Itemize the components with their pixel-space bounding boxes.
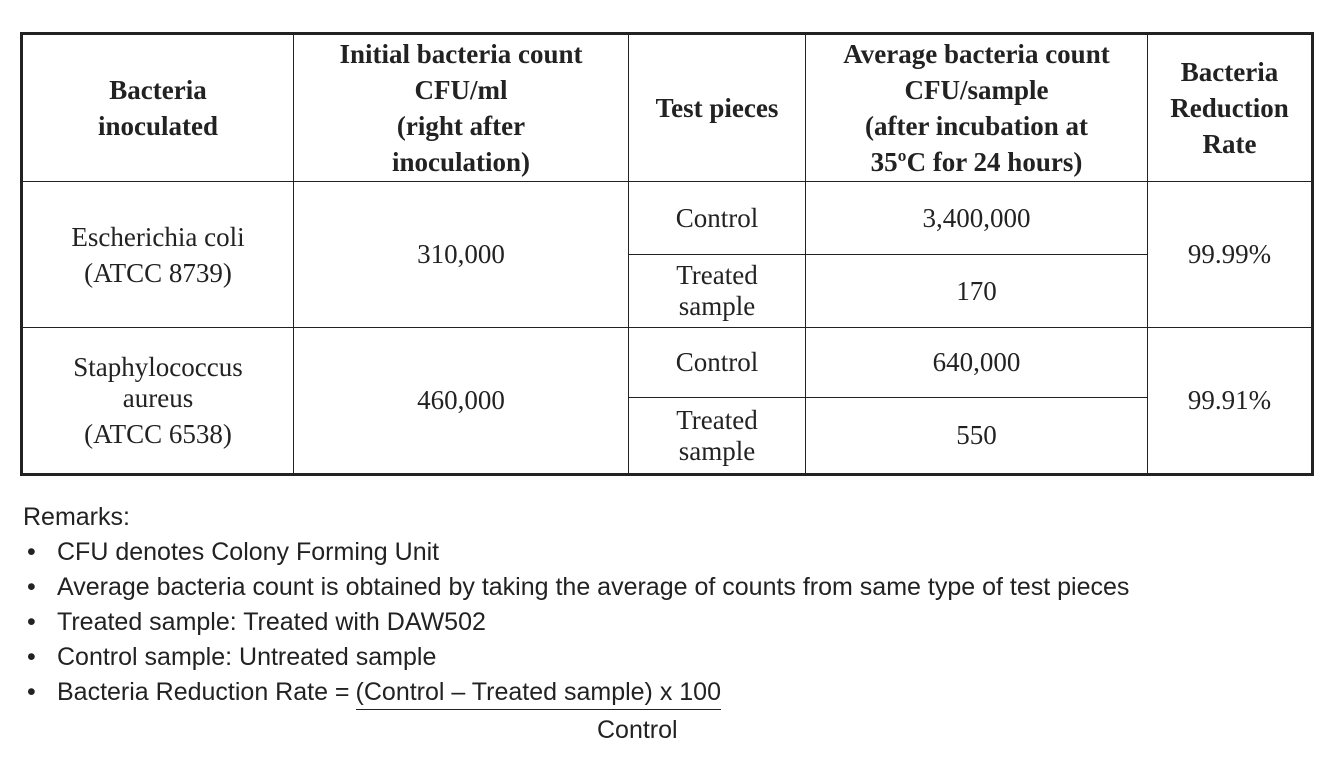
organism: aureus: [122, 382, 194, 413]
formula-label: Bacteria Reduction Rate =: [57, 678, 350, 706]
header-text: Rate: [1202, 129, 1257, 159]
header-cell: Bacteria inoculated: [21, 33, 294, 182]
remark-item: • Control sample: Untreated sample: [23, 640, 436, 675]
header-cell: Test pieces: [628, 33, 806, 182]
reduction-rate: 99.91%: [1147, 327, 1313, 475]
remark-item: • Average bacteria count is obtained by t…: [23, 570, 1129, 605]
remark-item: • CFU denotes Colony Forming Unit: [23, 535, 439, 570]
header-text: Reduction: [1170, 93, 1289, 123]
header-text: inoculation): [391, 147, 531, 177]
remark-text: CFU denotes Colony Forming Unit: [57, 538, 440, 566]
test-piece: Treated sample: [628, 397, 806, 475]
header-row: Bacteria inoculated Initial bacteria coun…: [21, 33, 1313, 182]
average-count: 550: [805, 397, 1148, 475]
header-text: 35ºC for 24 hours): [870, 147, 1083, 177]
header-text: CFU/ml: [414, 75, 508, 105]
header-cell: Initial bacteria count CFU/ml (right after…: [293, 33, 629, 182]
initial-count: 460,000: [293, 327, 629, 475]
results-table: Bacteria inoculated Initial bacteria coun…: [20, 32, 1314, 476]
test-piece-text: sample: [678, 435, 756, 466]
formula-denominator: Control: [597, 716, 678, 744]
remarks: Remarks: • CFU denotes Colony Forming Uni…: [23, 500, 1129, 744]
header-text: CFU/sample: [904, 75, 1049, 105]
average-count: 640,000: [805, 327, 1148, 398]
organism: (ATCC 6538): [84, 418, 232, 449]
header-text: (after incubation at: [865, 111, 1088, 141]
header-cell: Bacteria Reduction Rate: [1147, 33, 1313, 182]
average-count: 3,400,000: [805, 181, 1148, 255]
data-row: Treated sample 550: [22, 397, 1313, 475]
test-piece-text: sample: [678, 291, 756, 321]
data-row: Escherichia coli (ATCC 8739) 310,000 Cont…: [21, 181, 1313, 328]
organism-cell: Escherichia coli (ATCC 8739): [21, 181, 294, 328]
formula: Bacteria Reduction Rate = (Control – Trea…: [57, 675, 721, 744]
test-piece-text: Control: [675, 347, 759, 377]
data-row: Staphylococcus aureus (ATCC 6538) 460,000 …: [21, 327, 1313, 475]
test-piece-text: Treated: [676, 260, 758, 290]
remark-item: • Treated sample: Treated with DAW502: [23, 605, 486, 640]
organism: Staphylococcus: [73, 351, 243, 382]
header-text: Average bacteria count: [843, 39, 1110, 69]
average-count: 170: [805, 254, 1148, 328]
test-piece: Treated sample: [628, 254, 806, 328]
initial-count: 310,000: [293, 181, 629, 328]
remark-text: Control sample: Untreated sample: [57, 643, 437, 671]
header-text: Bacteria: [109, 75, 207, 105]
remark-text: Treated sample: Treated with DAW502: [57, 608, 486, 636]
header-text: Bacteria: [1180, 57, 1279, 87]
formula-numerator: (Control – Treated sample) x 100: [355, 677, 721, 710]
reduction-rate: 99.99%: [1147, 181, 1313, 328]
organism: Escherichia coli: [71, 221, 245, 252]
organism-cell: Staphylococcus aureus (ATCC 6538): [21, 327, 294, 475]
test-piece: Control: [628, 181, 806, 255]
remark-item: • Bacteria Reduction Rate = (Control – Tre…: [23, 675, 721, 744]
organism: (ATCC 8739): [84, 257, 232, 288]
test-piece-text: Treated: [676, 404, 758, 435]
test-piece: Control: [628, 327, 806, 398]
test-piece-text: Control: [675, 202, 759, 233]
header-cell: Average bacteria count CFU/sample (after i…: [805, 33, 1148, 182]
header-text: Test pieces: [655, 93, 779, 123]
remark-text: Average bacteria count is obtained by ta…: [57, 573, 1130, 601]
header-text: inoculated: [97, 111, 218, 141]
remarks-title: Remarks:: [23, 503, 130, 531]
header-text: Initial bacteria count: [339, 39, 583, 69]
header-text: (right after: [396, 111, 526, 141]
